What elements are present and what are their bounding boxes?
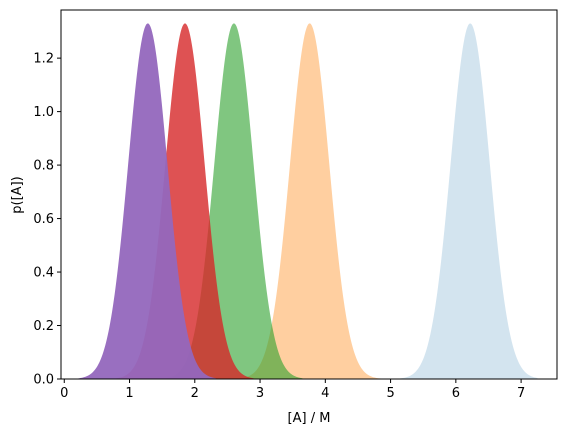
axes: 0 1 2 3 4 5 6 7 0.0 0.2 0.4 0.6 0.8 1.0 1.2 [33, 9, 558, 401]
x-tick-label: 4 [321, 386, 329, 401]
y-tick-label: 0.6 [33, 212, 54, 227]
y-tick-label: 0.8 [33, 159, 54, 174]
distribution-area-5 [78, 23, 216, 379]
distribution-area-4 [116, 23, 254, 380]
y-tick-label: 0.4 [33, 266, 54, 281]
y-tick-label: 1.2 [33, 52, 54, 67]
x-tick-label: 0 [60, 386, 68, 401]
x-axis-label: [A] / M [288, 411, 331, 426]
distribution-area-3 [165, 23, 303, 380]
distribution-area-2 [240, 23, 381, 380]
y-tick-label: 0.2 [33, 319, 54, 334]
plot-frame [60, 9, 558, 380]
x-tick-label: 5 [386, 386, 394, 401]
y-tick-label: 0.0 [33, 373, 54, 388]
x-tick-label: 2 [191, 386, 199, 401]
x-tick-label: 7 [517, 386, 525, 401]
x-tick-label: 3 [256, 386, 264, 401]
plot-area [78, 23, 538, 380]
x-tick-label: 6 [452, 386, 460, 401]
y-axis-label: p([A]) [10, 176, 25, 213]
x-tick-label: 1 [125, 386, 133, 401]
y-tick-label: 1.0 [33, 105, 54, 120]
distribution-area-1 [400, 23, 538, 379]
